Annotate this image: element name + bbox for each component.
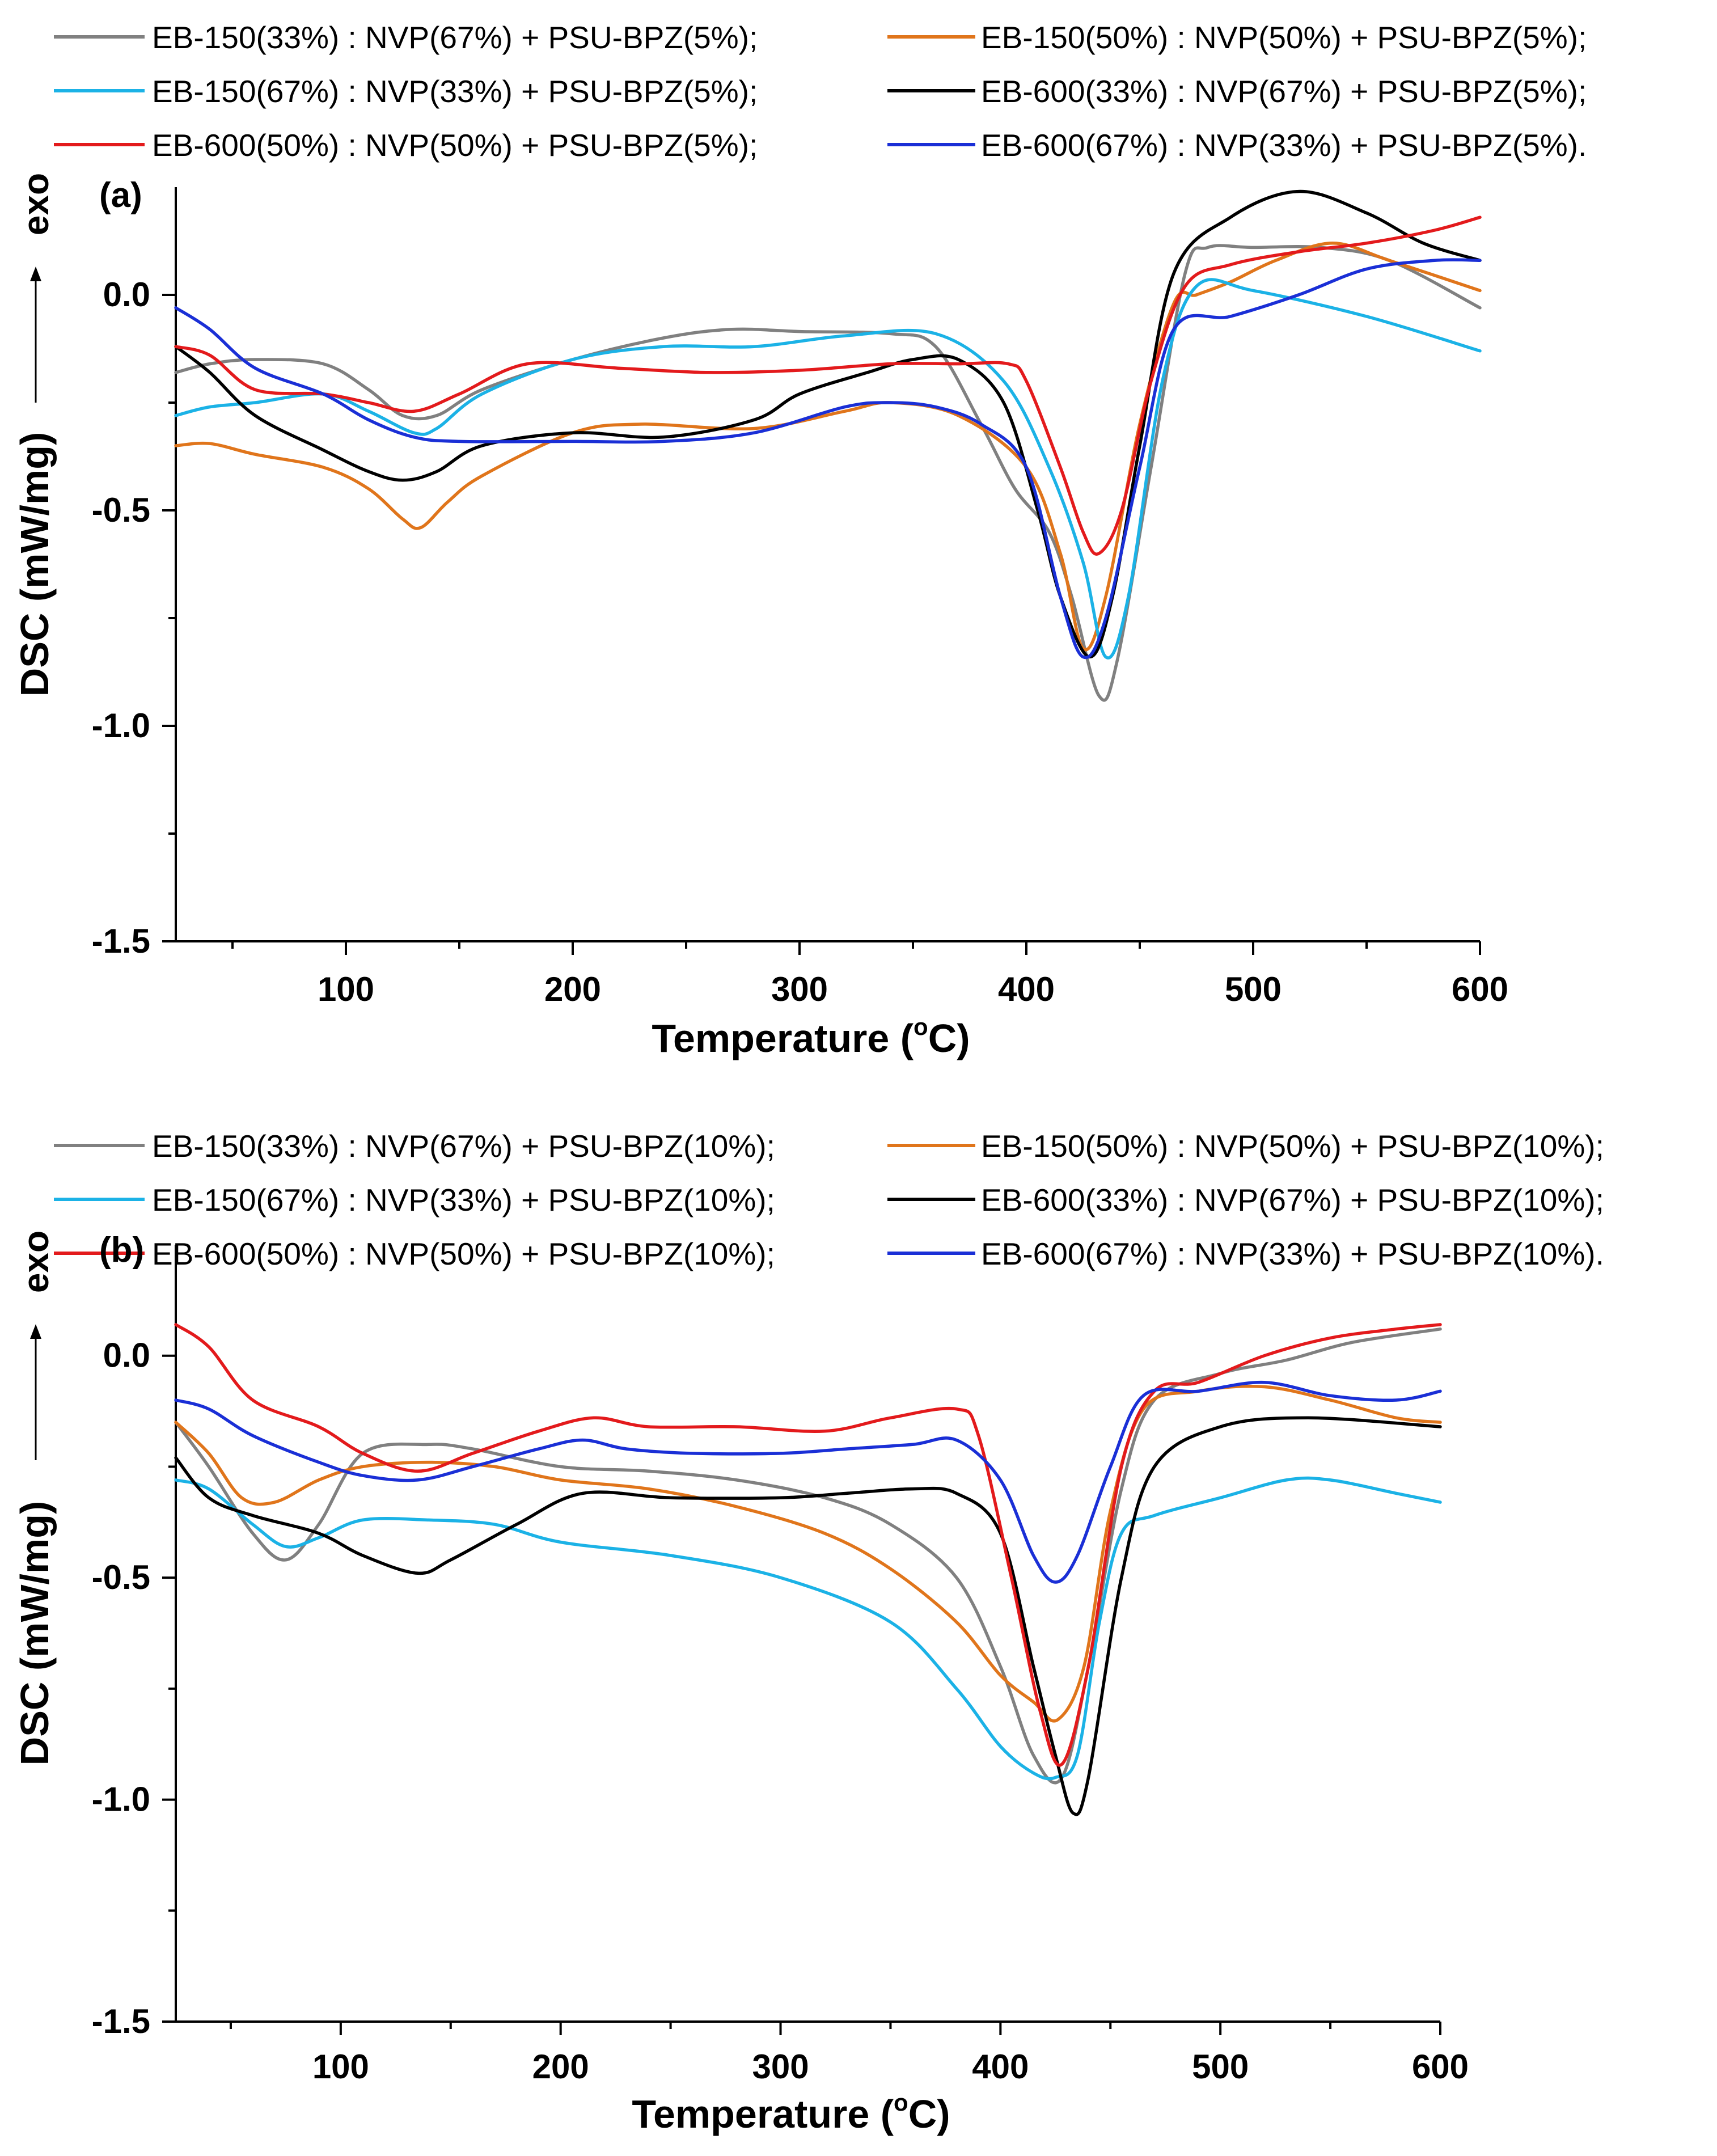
legend-entry: EB-600(33%) : NVP(67%) + PSU-BPZ(5%); bbox=[981, 74, 1587, 109]
y-tick-label: 0.0 bbox=[103, 1337, 150, 1375]
y-tick-label: -1.0 bbox=[92, 1781, 150, 1819]
x-axis-title-degree: o bbox=[894, 2089, 908, 2116]
x-axis-title: Temperature (oC) bbox=[632, 2089, 950, 2136]
legend-entry: EB-600(67%) : NVP(33%) + PSU-BPZ(5%). bbox=[981, 128, 1587, 163]
x-axis-title-degree: o bbox=[914, 1013, 928, 1040]
x-tick-label: 500 bbox=[1225, 970, 1282, 1008]
panel-label: (a) bbox=[99, 176, 142, 215]
y-tick-label: -0.5 bbox=[92, 1558, 150, 1596]
x-tick-label: 400 bbox=[972, 2048, 1029, 2086]
series-line-6 bbox=[174, 1380, 1442, 1584]
exo-arrow-head bbox=[30, 267, 41, 281]
legend-entry: EB-150(50%) : NVP(50%) + PSU-BPZ(10%); bbox=[981, 1128, 1604, 1164]
exo-label: exo bbox=[15, 173, 56, 235]
exo-label: exo bbox=[15, 1231, 56, 1293]
chart-panel-b: EB-150(33%) : NVP(67%) + PSU-BPZ(10%); EB… bbox=[12, 1128, 1604, 2136]
legend-entry: EB-150(50%) : NVP(50%) + PSU-BPZ(5%); bbox=[981, 20, 1587, 55]
x-tick-label: 500 bbox=[1192, 2048, 1249, 2086]
x-tick-label: 400 bbox=[998, 970, 1055, 1008]
series-lines bbox=[174, 189, 1482, 702]
y-tick-label: -1.5 bbox=[92, 922, 150, 960]
y-axis-title: DSC (mW/mg) bbox=[12, 1501, 57, 1766]
series-line-2 bbox=[174, 242, 1482, 652]
legend-entry: EB-150(67%) : NVP(33%) + PSU-BPZ(10%); bbox=[152, 1182, 775, 1217]
series-line-3 bbox=[174, 1476, 1442, 1781]
panel-label: (b) bbox=[99, 1231, 144, 1270]
legend-entry: EB-150(33%) : NVP(67%) + PSU-BPZ(10%); bbox=[152, 1128, 775, 1164]
series-line-6 bbox=[174, 258, 1482, 660]
x-tick-label: 600 bbox=[1452, 970, 1508, 1008]
x-tick-label: 100 bbox=[312, 2048, 369, 2086]
x-axis-title-unit: C) bbox=[908, 2092, 950, 2136]
x-tick-label: 600 bbox=[1412, 2048, 1469, 2086]
x-tick-label: 200 bbox=[532, 2048, 589, 2086]
series-line-5 bbox=[174, 1323, 1442, 1767]
y-axis-title: DSC (mW/mg) bbox=[12, 432, 57, 697]
x-axis-title-unit: C) bbox=[928, 1016, 970, 1060]
y-tick-label: -1.5 bbox=[92, 2002, 150, 2040]
x-axis-title-main: Temperature ( bbox=[632, 2092, 894, 2136]
legend-entry: EB-150(33%) : NVP(67%) + PSU-BPZ(5%); bbox=[152, 20, 758, 55]
x-tick-label: 200 bbox=[544, 970, 601, 1008]
series-line-2 bbox=[174, 1384, 1442, 1723]
legend: EB-150(33%) : NVP(67%) + PSU-BPZ(5%); EB-… bbox=[54, 20, 1587, 163]
legend: EB-150(33%) : NVP(67%) + PSU-BPZ(10%); EB… bbox=[54, 1128, 1604, 1271]
chart-panel-a: EB-150(33%) : NVP(67%) + PSU-BPZ(5%); EB-… bbox=[12, 20, 1587, 1060]
series-line-4 bbox=[174, 189, 1482, 659]
legend-entry: EB-600(50%) : NVP(50%) + PSU-BPZ(10%); bbox=[152, 1236, 775, 1271]
x-tick-label: 100 bbox=[318, 970, 374, 1008]
x-axis-title-main: Temperature ( bbox=[652, 1016, 914, 1060]
legend-entry: EB-600(33%) : NVP(67%) + PSU-BPZ(10%); bbox=[981, 1182, 1604, 1217]
y-tick-label: -0.5 bbox=[92, 491, 150, 529]
series-line-3 bbox=[174, 278, 1482, 660]
series-line-5 bbox=[174, 215, 1482, 556]
y-tick-label: -1.0 bbox=[92, 707, 150, 745]
y-tick-label: 0.0 bbox=[103, 276, 150, 314]
legend-entry: EB-150(67%) : NVP(33%) + PSU-BPZ(5%); bbox=[152, 74, 758, 109]
x-axis-title: Temperature (oC) bbox=[652, 1013, 970, 1060]
series-lines bbox=[174, 1323, 1442, 1816]
legend-entry: EB-600(67%) : NVP(33%) + PSU-BPZ(10%). bbox=[981, 1236, 1604, 1271]
x-tick-label: 300 bbox=[752, 2048, 809, 2086]
legend-entry: EB-600(50%) : NVP(50%) + PSU-BPZ(5%); bbox=[152, 128, 758, 163]
x-tick-label: 300 bbox=[771, 970, 828, 1008]
exo-arrow-head bbox=[30, 1324, 41, 1339]
series-line-4 bbox=[174, 1416, 1442, 1816]
